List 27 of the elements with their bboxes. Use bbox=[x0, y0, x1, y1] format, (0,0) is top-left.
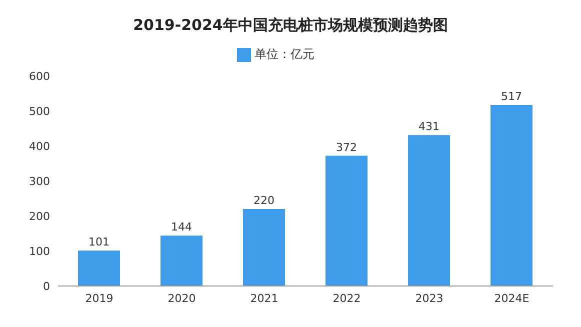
y-tick-label: 0 bbox=[43, 280, 50, 293]
data-label: 101 bbox=[88, 236, 110, 249]
chart-title: 2019-2024年中国充电桩市场规模预测趋势图 bbox=[132, 15, 449, 36]
bar bbox=[490, 105, 532, 286]
data-label: 144 bbox=[171, 220, 192, 234]
x-tick-label: 2024E bbox=[494, 292, 530, 305]
data-label: 372 bbox=[336, 140, 357, 154]
data-label: 431 bbox=[418, 120, 440, 134]
bar bbox=[408, 135, 450, 286]
data-label: 517 bbox=[501, 90, 522, 104]
bar bbox=[78, 250, 120, 286]
x-tick-label: 2023 bbox=[415, 292, 444, 305]
y-tick-label: 200 bbox=[29, 210, 50, 223]
y-tick-label: 500 bbox=[29, 104, 50, 118]
y-tick-label: 400 bbox=[29, 140, 50, 153]
bar bbox=[326, 156, 368, 286]
data-label: 220 bbox=[254, 194, 274, 207]
bar bbox=[243, 209, 285, 286]
x-tick-label: 2021 bbox=[250, 292, 278, 305]
bar bbox=[160, 236, 202, 286]
y-tick-label: 300 bbox=[29, 174, 50, 188]
y-tick-label: 100 bbox=[29, 244, 50, 258]
x-tick-label: 2020 bbox=[168, 292, 196, 305]
x-tick-label: 2019 bbox=[85, 292, 114, 305]
legend-label: 单位：亿元 bbox=[254, 47, 314, 61]
y-tick-label: 600 bbox=[29, 70, 50, 83]
x-tick-label: 2022 bbox=[332, 292, 361, 305]
